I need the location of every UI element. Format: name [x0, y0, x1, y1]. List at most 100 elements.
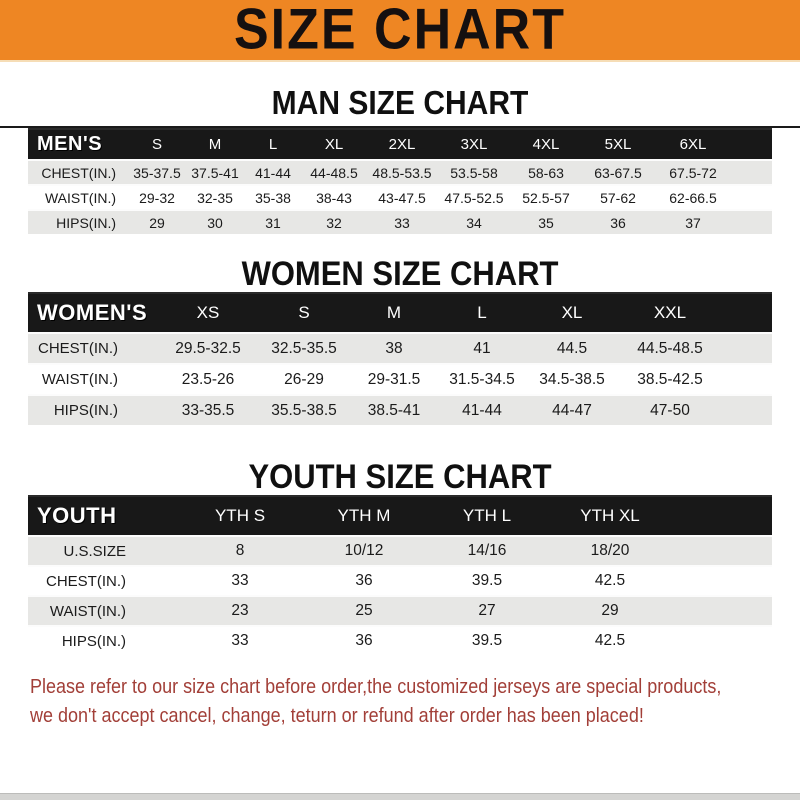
women-measurement-row: WAIST(IN.) 23.5-26 26-29 29-31.5 31.5-34.5 34…: [28, 363, 772, 394]
women-size-col-header: XL: [526, 292, 618, 332]
size-value-cell: 32: [302, 209, 366, 234]
youth-table-title: YOUTH: [28, 495, 178, 535]
filler-cell: [732, 209, 772, 234]
section-divider: [0, 126, 800, 128]
size-value-cell: 39.5: [426, 565, 548, 595]
size-value-cell: 36: [302, 625, 426, 655]
women-size-table: WOMEN'S XS S M L XL XXL CHEST(IN.) 29.5-32.5 32.5…: [28, 292, 772, 425]
size-value-cell: 29-31.5: [350, 363, 438, 394]
youth-size-table: YOUTH YTH S YTH M YTH L YTH XL U.S.SIZE 8 10/12…: [28, 495, 772, 655]
size-value-cell: 44.5-48.5: [618, 332, 722, 363]
size-value-cell: 41-44: [438, 394, 526, 425]
youth-measurement-row: WAIST(IN.) 23 25 27 29: [28, 595, 772, 625]
women-size-col-header: L: [438, 292, 526, 332]
size-value-cell: 31: [244, 209, 302, 234]
men-size-col-header: L: [244, 128, 302, 159]
size-value-cell: 33-35.5: [158, 394, 258, 425]
row-label: CHEST(IN.): [28, 332, 158, 363]
row-label: CHEST(IN.): [28, 565, 178, 595]
size-value-cell: 42.5: [548, 625, 672, 655]
men-section-heading: MAN SIZE CHART: [271, 84, 529, 122]
men-measurement-row: WAIST(IN.) 29-32 32-35 35-38 38-43 43-47.5 47.…: [28, 184, 772, 209]
size-value-cell: 38-43: [302, 184, 366, 209]
size-value-cell: 63-67.5: [582, 159, 654, 184]
bottom-strip: [0, 793, 800, 800]
size-value-cell: 29.5-32.5: [158, 332, 258, 363]
row-label: HIPS(IN.): [28, 625, 178, 655]
filler-cell: [672, 595, 772, 625]
filler-header-cell: [672, 495, 772, 535]
size-value-cell: 48.5-53.5: [366, 159, 438, 184]
size-value-cell: 26-29: [258, 363, 350, 394]
women-size-col-header: S: [258, 292, 350, 332]
size-value-cell: 27: [426, 595, 548, 625]
men-size-col-header: 6XL: [654, 128, 732, 159]
youth-section-heading: YOUTH SIZE CHART: [248, 456, 552, 497]
men-size-col-header: M: [186, 128, 244, 159]
men-table-title: MEN'S: [28, 128, 128, 159]
size-value-cell: 23: [178, 595, 302, 625]
youth-header-row: YOUTH YTH S YTH M YTH L YTH XL: [28, 495, 772, 535]
size-value-cell: 43-47.5: [366, 184, 438, 209]
men-size-col-header: XL: [302, 128, 366, 159]
women-size-col-header: M: [350, 292, 438, 332]
size-value-cell: 32.5-35.5: [258, 332, 350, 363]
size-chart-banner: SIZE CHART: [0, 0, 800, 62]
filler-cell: [672, 625, 772, 655]
men-size-col-header: 3XL: [438, 128, 510, 159]
men-size-col-header: S: [128, 128, 186, 159]
row-label: CHEST(IN.): [28, 159, 128, 184]
filler-cell: [722, 394, 772, 425]
size-value-cell: 57-62: [582, 184, 654, 209]
size-value-cell: 35: [510, 209, 582, 234]
men-size-col-header: 5XL: [582, 128, 654, 159]
youth-size-col-header: YTH M: [302, 495, 426, 535]
size-value-cell: 33: [178, 565, 302, 595]
men-size-table: MEN'S S M L XL 2XL 3XL 4XL 5XL 6XL CHEST(IN.) 35-37…: [28, 128, 772, 234]
size-value-cell: 38.5-42.5: [618, 363, 722, 394]
youth-size-col-header: YTH L: [426, 495, 548, 535]
filler-header-cell: [732, 128, 772, 159]
footer-note-line-1: Please refer to our size chart before or…: [30, 676, 722, 698]
size-value-cell: 33: [366, 209, 438, 234]
size-value-cell: 36: [582, 209, 654, 234]
size-value-cell: 8: [178, 535, 302, 565]
size-value-cell: 29: [128, 209, 186, 234]
size-value-cell: 42.5: [548, 565, 672, 595]
youth-measurement-row: HIPS(IN.) 33 36 39.5 42.5: [28, 625, 772, 655]
youth-size-col-header: YTH S: [178, 495, 302, 535]
size-value-cell: 52.5-57: [510, 184, 582, 209]
filler-cell: [732, 159, 772, 184]
size-value-cell: 53.5-58: [438, 159, 510, 184]
women-size-col-header: XS: [158, 292, 258, 332]
size-value-cell: 36: [302, 565, 426, 595]
men-size-col-header: 4XL: [510, 128, 582, 159]
row-label: U.S.SIZE: [28, 535, 178, 565]
size-value-cell: 44.5: [526, 332, 618, 363]
size-value-cell: 29: [548, 595, 672, 625]
size-value-cell: 35.5-38.5: [258, 394, 350, 425]
men-size-col-header: 2XL: [366, 128, 438, 159]
size-value-cell: 25: [302, 595, 426, 625]
women-header-row: WOMEN'S XS S M L XL XXL: [28, 292, 772, 332]
size-value-cell: 41: [438, 332, 526, 363]
youth-size-col-header: YTH XL: [548, 495, 672, 535]
filler-header-cell: [722, 292, 772, 332]
youth-measurement-row: CHEST(IN.) 33 36 39.5 42.5: [28, 565, 772, 595]
banner-title: SIZE CHART: [234, 0, 566, 62]
size-value-cell: 39.5: [426, 625, 548, 655]
size-value-cell: 38.5-41: [350, 394, 438, 425]
size-value-cell: 38: [350, 332, 438, 363]
size-value-cell: 58-63: [510, 159, 582, 184]
size-value-cell: 37.5-41: [186, 159, 244, 184]
size-value-cell: 32-35: [186, 184, 244, 209]
youth-measurement-row: U.S.SIZE 8 10/12 14/16 18/20: [28, 535, 772, 565]
size-value-cell: 10/12: [302, 535, 426, 565]
women-table-title: WOMEN'S: [28, 292, 158, 332]
size-value-cell: 67.5-72: [654, 159, 732, 184]
row-label: WAIST(IN.): [28, 363, 158, 394]
row-label: HIPS(IN.): [28, 394, 158, 425]
men-measurement-row: HIPS(IN.) 29 30 31 32 33 34 35 36 37: [28, 209, 772, 234]
size-value-cell: 31.5-34.5: [438, 363, 526, 394]
size-value-cell: 34: [438, 209, 510, 234]
